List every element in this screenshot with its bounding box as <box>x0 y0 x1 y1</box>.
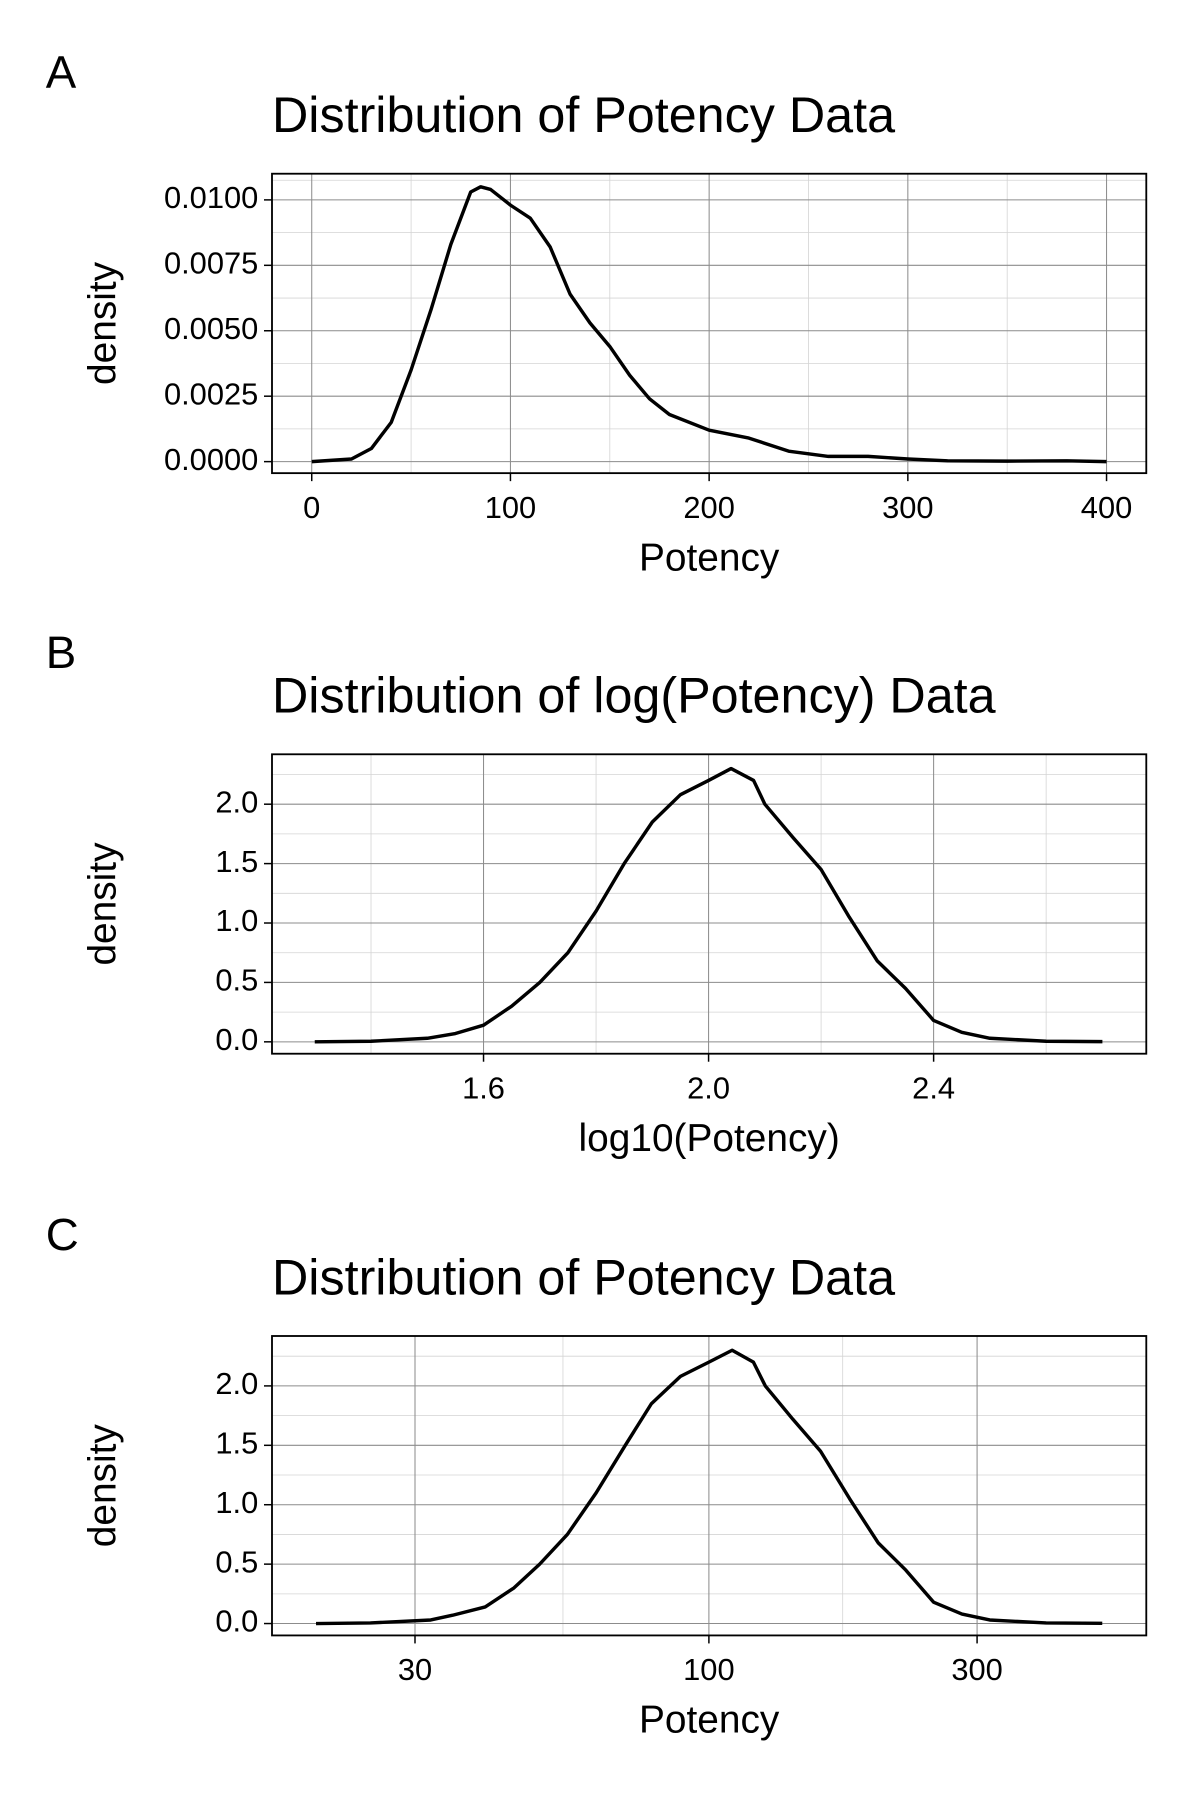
panel-border <box>271 753 1148 1055</box>
y-tick-label: 2.0 <box>215 1366 258 1401</box>
chart-title: Distribution of log(Potency) Data <box>272 667 996 724</box>
y-axis-title: density <box>81 1424 124 1548</box>
x-tick-label: 200 <box>683 490 734 525</box>
panel-label: B <box>46 627 76 678</box>
y-axis-title: density <box>81 261 124 385</box>
y-tick-label: 1.0 <box>215 903 258 938</box>
y-tick-label: 0.0050 <box>164 311 258 346</box>
panel-label: A <box>46 47 77 98</box>
x-tick-label: 2.4 <box>912 1070 955 1105</box>
density-line <box>314 766 1103 1044</box>
y-tick-label: 0.0075 <box>164 245 258 280</box>
y-tick-label: 1.0 <box>215 1485 258 1520</box>
panel-border <box>271 1335 1148 1637</box>
y-tick-label: 1.5 <box>215 1425 258 1460</box>
y-tick-label: 0.5 <box>215 1544 258 1579</box>
y-axis-title: density <box>81 842 124 966</box>
chart-title: Distribution of Potency Data <box>272 86 895 143</box>
x-axis-title: log10(Potency) <box>579 1117 840 1160</box>
y-tick-label: 0.0 <box>215 1604 258 1639</box>
x-tick-label: 300 <box>951 1652 1002 1687</box>
x-tick-label: 2.0 <box>687 1070 730 1105</box>
x-tick-label: 1.6 <box>462 1070 505 1105</box>
y-tick-label: 0.5 <box>215 963 258 998</box>
x-tick-label: 0 <box>303 490 320 525</box>
x-axis-title: Potency <box>639 1699 780 1742</box>
x-axis-title: Potency <box>639 536 780 579</box>
x-tick-label: 100 <box>485 490 536 525</box>
y-tick-label: 0.0 <box>215 1022 258 1057</box>
x-tick-label: 30 <box>398 1652 432 1687</box>
x-tick-label: 100 <box>683 1652 734 1687</box>
x-tick-label: 400 <box>1081 490 1132 525</box>
chart-title: Distribution of Potency Data <box>272 1248 895 1305</box>
y-tick-label: 1.5 <box>215 844 258 879</box>
density-line <box>311 185 1107 464</box>
y-tick-label: 0.0000 <box>164 442 258 477</box>
panel-label: C <box>46 1209 79 1260</box>
density-line <box>316 1348 1103 1626</box>
y-tick-label: 2.0 <box>215 784 258 819</box>
y-tick-label: 0.0025 <box>164 376 258 411</box>
x-tick-label: 300 <box>882 490 933 525</box>
y-tick-label: 0.0100 <box>164 180 258 215</box>
panel-border <box>271 172 1148 475</box>
